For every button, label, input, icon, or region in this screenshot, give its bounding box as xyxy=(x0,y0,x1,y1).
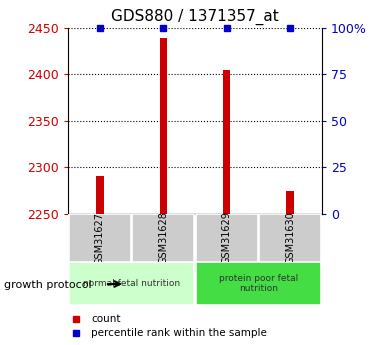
Bar xyxy=(96,176,104,214)
Bar xyxy=(69,262,194,305)
Bar xyxy=(223,69,230,214)
Text: protein poor fetal
nutrition: protein poor fetal nutrition xyxy=(219,274,298,294)
Text: count: count xyxy=(91,314,121,324)
Text: GSM31627: GSM31627 xyxy=(95,211,105,265)
Bar xyxy=(196,262,321,305)
Bar xyxy=(69,214,131,262)
Text: normal fetal nutrition: normal fetal nutrition xyxy=(83,279,180,288)
Bar xyxy=(132,214,194,262)
Title: GDS880 / 1371357_at: GDS880 / 1371357_at xyxy=(111,9,279,25)
Text: GSM31630: GSM31630 xyxy=(285,212,295,264)
Bar xyxy=(196,214,258,262)
Text: GSM31628: GSM31628 xyxy=(158,211,168,265)
Text: growth protocol: growth protocol xyxy=(4,280,92,289)
Text: GSM31629: GSM31629 xyxy=(222,211,232,265)
Bar xyxy=(160,38,167,214)
Bar xyxy=(286,190,294,214)
Bar xyxy=(259,214,321,262)
Text: percentile rank within the sample: percentile rank within the sample xyxy=(91,328,267,338)
